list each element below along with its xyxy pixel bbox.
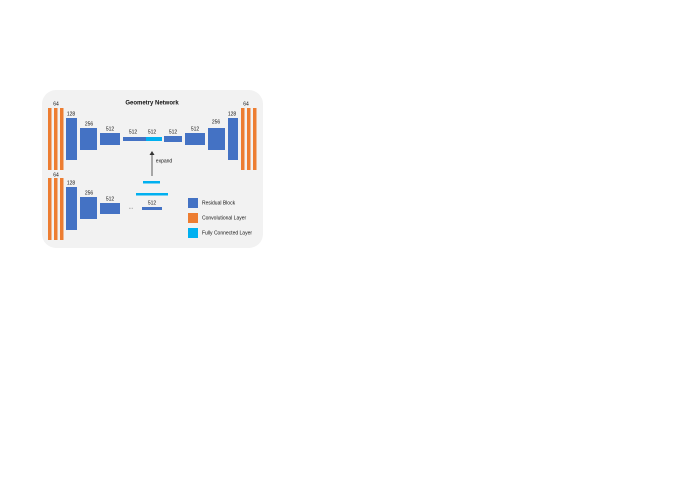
- block-label: 512: [106, 126, 115, 132]
- residual-block: [66, 187, 77, 230]
- block-label: 64: [53, 101, 59, 107]
- fc-layer: [146, 137, 162, 141]
- residual-block: [123, 137, 146, 141]
- conv-layer: [54, 108, 58, 170]
- block-label: 128: [67, 111, 76, 117]
- block-label: 512: [169, 129, 178, 135]
- conv-layer: [253, 108, 257, 170]
- legend-swatch: [188, 213, 198, 223]
- expand-label: expand: [156, 158, 173, 164]
- residual-block: [80, 128, 97, 150]
- legend-swatch: [188, 198, 198, 208]
- block-label: 256: [212, 119, 221, 125]
- block-label: 512: [106, 196, 115, 202]
- title: Geometry Network: [125, 101, 179, 107]
- residual-block: [185, 133, 205, 145]
- legend-label: Fully Connected Layer: [202, 230, 252, 236]
- block-label: 64: [243, 101, 249, 107]
- panel: [42, 90, 263, 248]
- conv-layer: [54, 178, 58, 240]
- legend: Residual Block Convolutional Layer Fully…: [188, 198, 252, 238]
- block-label: 64: [53, 172, 59, 178]
- fc-layer: [136, 193, 168, 196]
- legend-swatch: [188, 228, 198, 238]
- residual-block: [142, 207, 162, 210]
- conv-layer: [60, 178, 64, 240]
- block-label: 128: [228, 111, 237, 117]
- residual-block: [66, 118, 77, 160]
- block-label: 512: [148, 129, 157, 135]
- fc-layer: [143, 181, 160, 184]
- block-label: 256: [85, 190, 94, 196]
- bottom-row: 64 128 256 512 ... 512: [48, 172, 168, 240]
- residual-block: [228, 118, 238, 160]
- block-label: 512: [191, 126, 200, 132]
- legend-label: Convolutional Layer: [202, 215, 247, 221]
- residual-block: [80, 197, 97, 219]
- block-label: 256: [85, 121, 94, 127]
- conv-layer: [247, 108, 251, 170]
- block-label: 128: [67, 180, 76, 186]
- block-label: 512: [148, 200, 157, 206]
- top-row: 64 128 256 512 512 512 512 512 256 128 6…: [48, 101, 257, 170]
- legend-label: Residual Block: [202, 200, 236, 206]
- ellipsis: ...: [129, 204, 133, 210]
- conv-layer: [48, 178, 52, 240]
- residual-block: [100, 133, 120, 145]
- residual-block: [164, 136, 182, 142]
- residual-block: [208, 128, 225, 150]
- arrow-head: [149, 151, 155, 155]
- conv-layer: [48, 108, 52, 170]
- conv-layer: [241, 108, 245, 170]
- conv-layer: [60, 108, 64, 170]
- block-label: 512: [129, 129, 138, 135]
- residual-block: [100, 203, 120, 214]
